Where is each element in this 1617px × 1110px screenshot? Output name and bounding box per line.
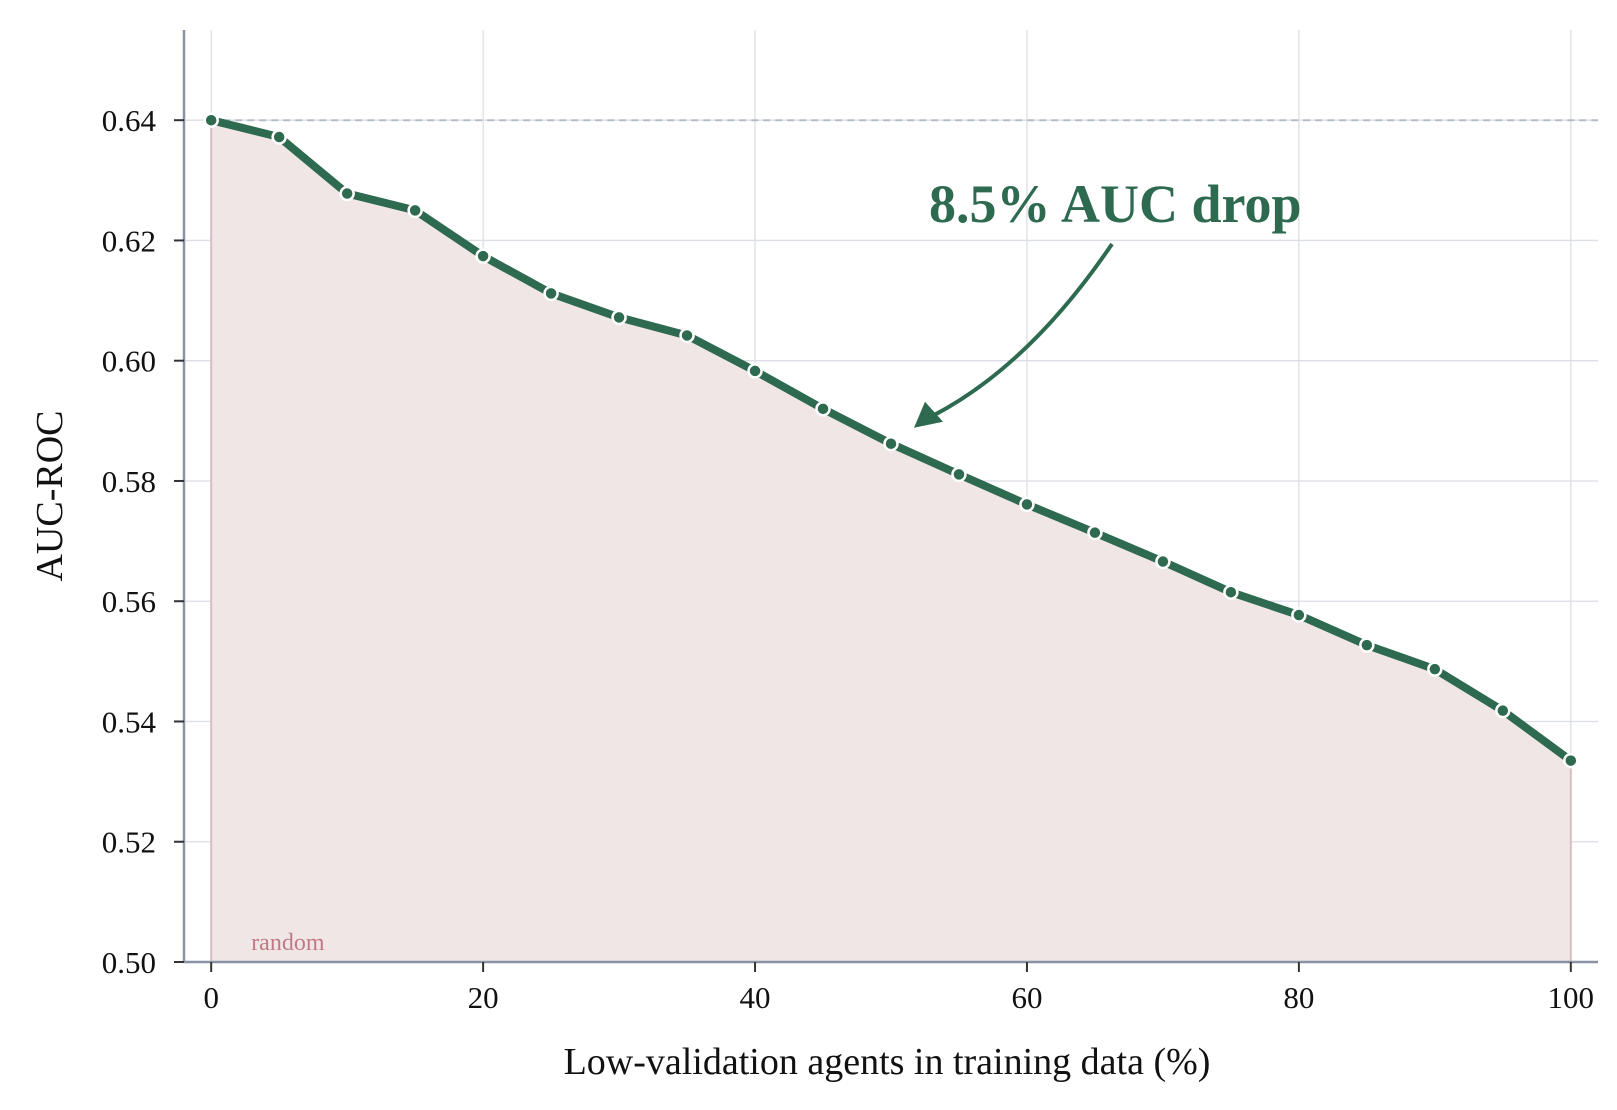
x-tick-label: 40 — [740, 980, 771, 1015]
data-point — [1019, 496, 1035, 513]
data-point — [1155, 553, 1171, 570]
y-tick-label: 0.52 — [102, 825, 156, 860]
data-point — [339, 185, 355, 202]
data-point — [1223, 584, 1239, 600]
x-axis-title: Low-validation agents in training data (… — [564, 1041, 1211, 1083]
data-point — [1291, 607, 1307, 623]
data-point — [1495, 702, 1511, 719]
data-point — [679, 327, 695, 344]
data-point — [1087, 524, 1103, 541]
data-point — [543, 285, 559, 302]
annotation-arrow — [932, 242, 1114, 418]
data-point — [1359, 637, 1375, 653]
y-tick-label: 0.60 — [102, 344, 156, 379]
data-points — [203, 112, 1579, 769]
y-axis-title: AUC-ROC — [29, 410, 71, 581]
y-tick-label: 0.58 — [102, 464, 156, 499]
data-point — [611, 309, 627, 326]
annotation-arrowhead — [914, 401, 943, 428]
data-point — [747, 363, 763, 379]
y-tick-label: 0.50 — [102, 945, 156, 980]
y-tick-label: 0.56 — [102, 584, 156, 619]
x-tick-label: 20 — [468, 980, 499, 1015]
data-point — [951, 466, 967, 483]
data-point — [203, 112, 219, 128]
annotation-text: 8.5% AUC drop — [929, 174, 1302, 234]
y-tick-label: 0.62 — [102, 223, 156, 258]
tick-labels: 0 20 40 60 80 100 0.50 0.52 0.54 0.56 0.58 0.60 0.62… — [102, 103, 1594, 1015]
x-tick-label: 80 — [1283, 980, 1314, 1015]
x-tick-label: 0 — [203, 980, 219, 1015]
data-point — [271, 129, 287, 145]
data-point — [815, 401, 831, 417]
y-tick-label: 0.54 — [102, 704, 157, 739]
area-under-curve — [211, 120, 1571, 963]
data-point — [1427, 661, 1443, 677]
data-point — [407, 202, 423, 219]
x-tick-label: 60 — [1011, 980, 1042, 1015]
x-tick-label: 100 — [1548, 980, 1595, 1015]
data-point — [475, 248, 491, 264]
axes — [182, 30, 1598, 964]
data-point — [1563, 752, 1579, 769]
y-tick-label: 0.64 — [102, 103, 157, 138]
reference-label: random — [251, 930, 325, 956]
data-point — [883, 435, 899, 452]
